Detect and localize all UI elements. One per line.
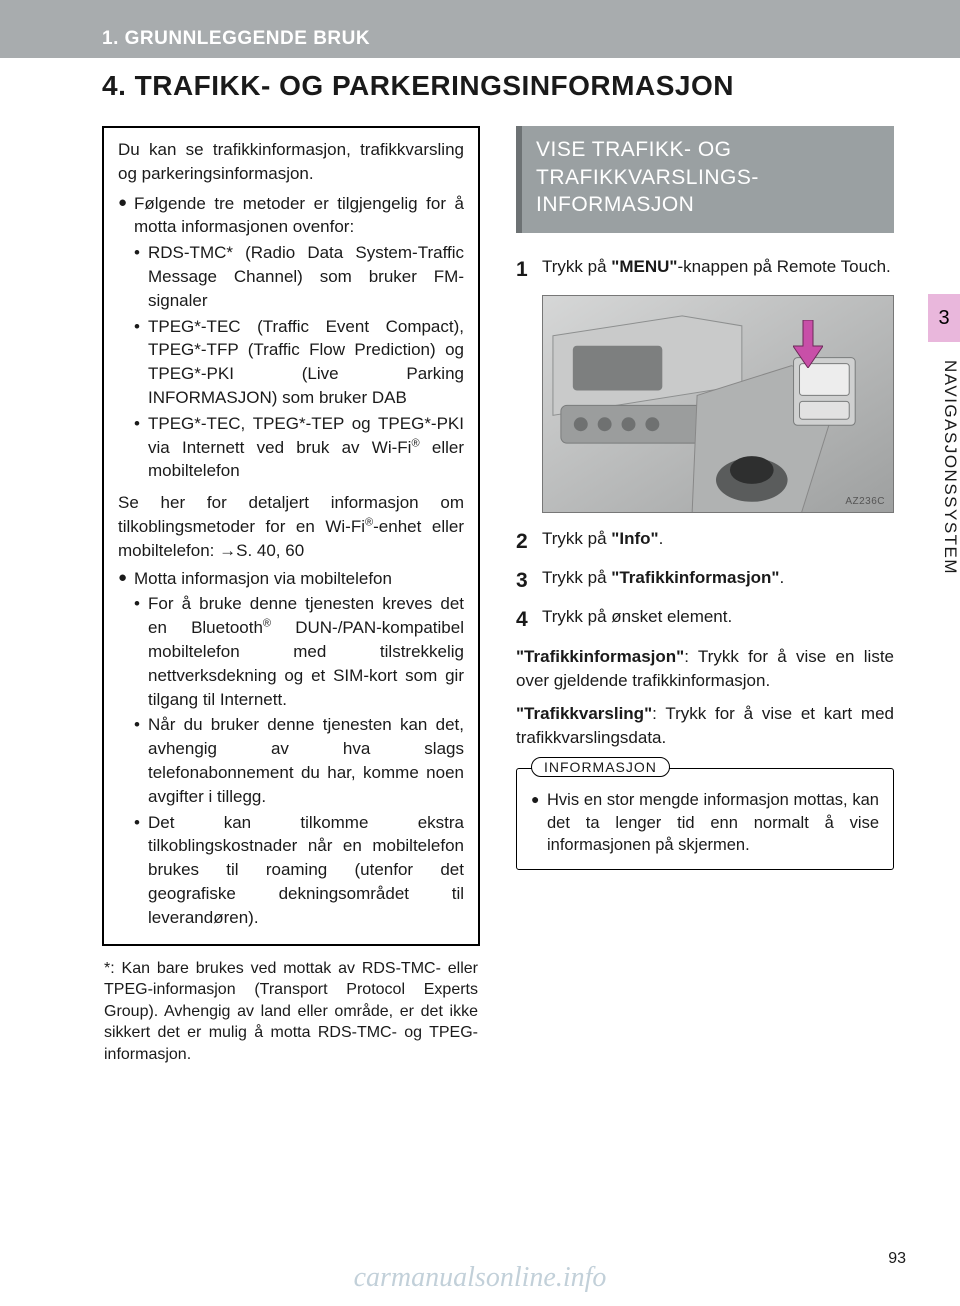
sub-text: TPEG*-TEC, TPEG*-TEP og TPEG*-PKI via In…: [148, 412, 464, 483]
step-pre: Trykk på: [542, 257, 611, 276]
chapter-label: 1. GRUNNLEGGENDE BRUK: [102, 28, 370, 50]
step-number: 3: [516, 566, 542, 595]
information-tag: INFORMASJON: [531, 757, 670, 777]
step-3: 3 Trykk på "Trafikkinformasjon".: [516, 566, 894, 595]
sub-item: • Det kan tilkomme ekstra tilkoblingskos…: [118, 811, 464, 930]
sub-item: • TPEG*-TEC (Traffic Event Compact), TPE…: [118, 315, 464, 410]
bullet-item: ● Motta informasjon via mobiltelefon: [118, 567, 464, 591]
sub-text: TPEG*-TEC (Traffic Event Compact), TPEG*…: [148, 315, 464, 410]
desc-bold: "Trafikkvarsling": [516, 704, 652, 723]
side-tab: 3: [928, 294, 960, 342]
step-pre: Trykk på: [542, 529, 611, 548]
bullet-icon: ●: [118, 567, 134, 591]
left-column: Du kan se trafikkinformasjon, trafikkvar…: [102, 126, 480, 1065]
step-post: .: [659, 529, 664, 548]
step-number: 2: [516, 527, 542, 556]
step-post: -knappen på Remote Touch.: [677, 257, 890, 276]
dot-icon: •: [134, 315, 148, 410]
page-title: 4. TRAFIKK- OG PARKERINGSINFORMASJON: [0, 58, 960, 126]
sub-item: • For å bruke denne tjenesten kreves det…: [118, 592, 464, 711]
sub-text: Det kan tilkomme ekstra tilkoblingskostn…: [148, 811, 464, 930]
bullet-item: ● Følgende tre metoder er tilgjengelig f…: [118, 192, 464, 240]
dashboard-illustration: [543, 296, 893, 513]
dot-icon: •: [134, 592, 148, 711]
image-code: AZ236C: [845, 496, 885, 507]
sub-text: For å bruke denne tjenesten kreves det e…: [148, 592, 464, 711]
sub-item: • RDS-TMC* (Radio Data System-Traffic Me…: [118, 241, 464, 312]
right-column: VISE TRAFIKK- OG TRAFIKKVARSLINGS-INFORM…: [516, 126, 894, 1065]
description-2: "Trafikkvarsling": Trykk for å vise et k…: [516, 702, 894, 750]
illustration: AZ236C: [542, 295, 894, 513]
step-2: 2 Trykk på "Info".: [516, 527, 894, 556]
step-text: Trykk på "MENU"-knappen på Remote Touch.: [542, 255, 894, 284]
info-box: Du kan se trafikkinformasjon, trafikkvar…: [102, 126, 480, 946]
footnote: *: Kan bare brukes ved mottak av RDS-TMC…: [102, 958, 480, 1066]
information-frame: INFORMASJON ● Hvis en stor mengde inform…: [516, 768, 894, 870]
bullet-icon: ●: [118, 192, 134, 240]
sub-item: • Når du bruker denne tjenesten kan det,…: [118, 713, 464, 808]
sub-text-pre: TPEG*-TEC, TPEG*-TEP og TPEG*-PKI via In…: [148, 414, 464, 457]
dot-icon: •: [134, 241, 148, 312]
step-bold: "Trafikkinformasjon": [611, 568, 779, 587]
box-intro: Du kan se trafikkinformasjon, trafikkvar…: [118, 138, 464, 186]
info-bullet: ● Hvis en stor mengde informasjon mottas…: [531, 789, 879, 857]
step-post: .: [780, 568, 785, 587]
step-1: 1 Trykk på "MENU"-knappen på Remote Touc…: [516, 255, 894, 284]
crossref: Se her for detaljert informasjon om tilk…: [118, 491, 464, 562]
step-number: 4: [516, 605, 542, 634]
step-text: Trykk på "Info".: [542, 527, 894, 556]
info-text: Hvis en stor mengde informasjon mottas, …: [547, 789, 879, 857]
step-text: Trykk på ønsket element.: [542, 605, 894, 634]
side-label: NAVIGASJONSSYSTEM: [940, 360, 960, 575]
step-bold: "MENU": [611, 257, 677, 276]
dot-icon: •: [134, 412, 148, 483]
sub-text: Når du bruker denne tjenesten kan det, a…: [148, 713, 464, 808]
dot-icon: •: [134, 811, 148, 930]
sub-text: RDS-TMC* (Radio Data System-Traffic Mess…: [148, 241, 464, 312]
bullet-text: Følgende tre metoder er tilgjengelig for…: [134, 192, 464, 240]
step-pre: Trykk på: [542, 568, 611, 587]
description-1: "Trafikkinformasjon": Trykk for å vise e…: [516, 645, 894, 693]
bullet-text: Motta informasjon via mobiltelefon: [134, 567, 464, 591]
dot-icon: •: [134, 713, 148, 808]
header-band: 1. GRUNNLEGGENDE BRUK: [0, 0, 960, 58]
desc-bold: "Trafikkinformasjon": [516, 647, 684, 666]
arrow-icon: [793, 320, 823, 368]
sub-item: • TPEG*-TEC, TPEG*-TEP og TPEG*-PKI via …: [118, 412, 464, 483]
watermark: carmanualsonline.info: [0, 1262, 960, 1294]
bullet-icon: ●: [531, 789, 547, 857]
step-4: 4 Trykk på ønsket element.: [516, 605, 894, 634]
step-number: 1: [516, 255, 542, 284]
step-text: Trykk på "Trafikkinformasjon".: [542, 566, 894, 595]
section-heading: VISE TRAFIKK- OG TRAFIKKVARSLINGS-INFORM…: [516, 126, 894, 233]
page-number: 93: [888, 1250, 906, 1268]
step-bold: "Info": [611, 529, 658, 548]
content-area: Du kan se trafikkinformasjon, trafikkvar…: [0, 126, 960, 1065]
